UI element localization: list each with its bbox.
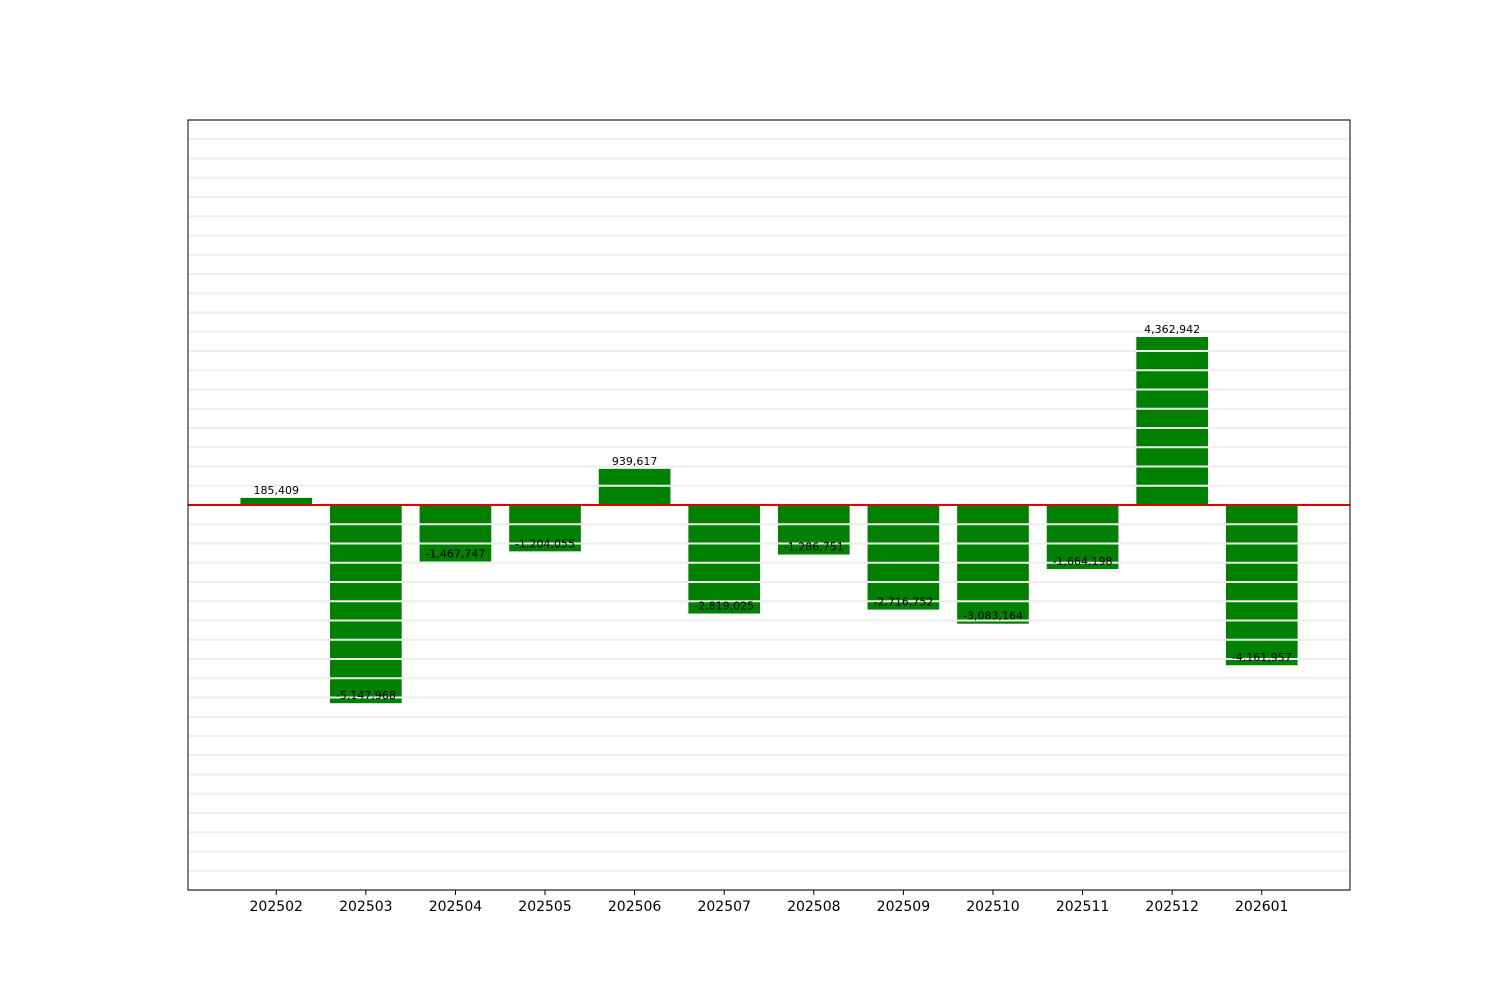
value-label: -1,467,747	[425, 548, 485, 561]
value-label: 939,617	[612, 455, 658, 468]
plot-frame	[187, 119, 1351, 891]
bar	[419, 505, 492, 562]
bar	[330, 505, 402, 704]
value-label: -4,161,957	[1232, 651, 1292, 664]
x-tick-label: 202510	[966, 899, 1019, 915]
value-label: -2,716,752	[873, 596, 933, 609]
x-tick-label: 202509	[877, 899, 930, 915]
x-tick-label: 202507	[697, 899, 750, 915]
x-tick-label: 202508	[787, 899, 840, 915]
x-tick-label: 202506	[608, 899, 662, 915]
bar	[1225, 505, 1298, 666]
value-label: -1,664,198	[1053, 555, 1113, 568]
x-tick-label: 202512	[1145, 899, 1198, 915]
bar	[598, 468, 671, 505]
value-label: -2,819,025	[694, 600, 754, 613]
x-tick-label: 202504	[429, 899, 483, 915]
bar	[867, 505, 940, 610]
bar	[777, 505, 850, 555]
x-tick-label: 202503	[339, 899, 392, 915]
value-label: 4,362,942	[1144, 323, 1200, 336]
value-label: -5,147,968	[336, 689, 396, 702]
value-label: 185,409	[253, 484, 299, 497]
bar	[1136, 337, 1208, 505]
value-label: -1,286,751	[784, 541, 844, 554]
bar	[1046, 505, 1119, 570]
x-tick-label: 202601	[1235, 899, 1288, 915]
bar	[240, 497, 313, 505]
x-tick-label: 202511	[1056, 899, 1109, 915]
x-tick-label: 202505	[518, 899, 571, 915]
bar	[957, 505, 1029, 624]
bar	[688, 505, 761, 614]
x-tick-label: 202502	[250, 899, 303, 915]
value-label: -3,083,164	[963, 610, 1023, 623]
value-label: -1,204,055	[515, 537, 575, 550]
